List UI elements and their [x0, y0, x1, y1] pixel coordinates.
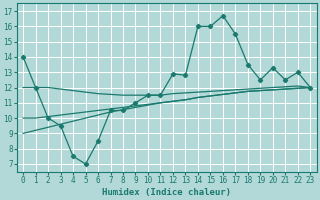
X-axis label: Humidex (Indice chaleur): Humidex (Indice chaleur)	[102, 188, 231, 197]
